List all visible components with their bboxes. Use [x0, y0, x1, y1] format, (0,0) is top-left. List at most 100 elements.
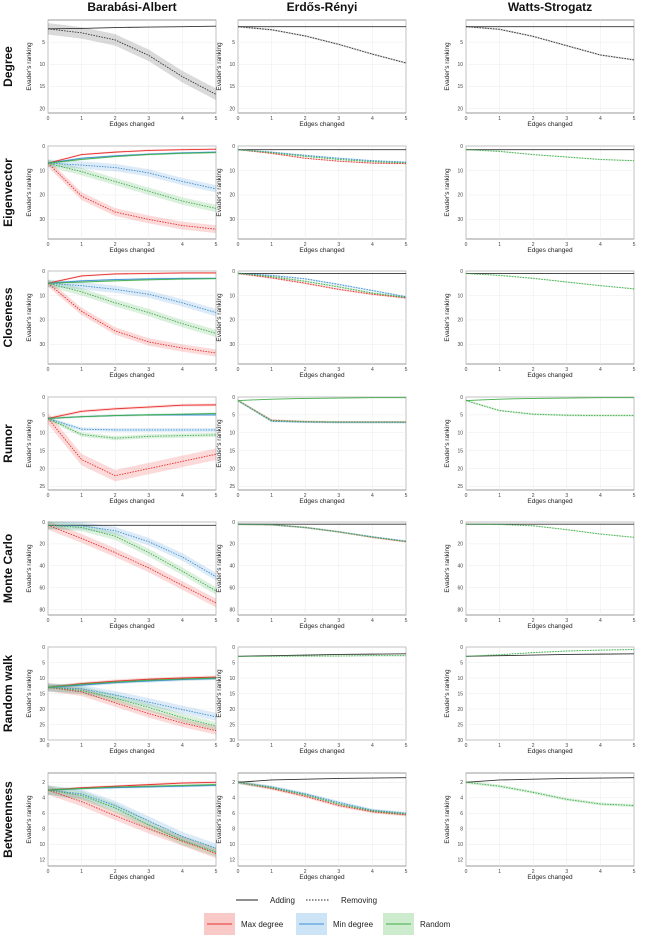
y-tick-label: 15 — [229, 84, 235, 90]
x-axis-label: Edges changed — [109, 623, 155, 630]
x-tick-label: 1 — [270, 242, 273, 248]
x-tick-label: 0 — [47, 618, 50, 624]
series-line-removing — [237, 400, 406, 423]
series-line-removing — [47, 282, 217, 354]
series-line-adding — [47, 152, 217, 164]
panels-layer: Barabási-Albert Erdős-Rényi Watts-Strogatz… — [1, 0, 636, 881]
series-line-removing — [47, 524, 217, 578]
x-tick-label: 2 — [114, 743, 117, 749]
x-tick-label: 5 — [405, 242, 408, 248]
row-title: Closeness — [1, 287, 15, 347]
x-tick-label: 3 — [337, 743, 340, 749]
y-tick-label: 10 — [229, 62, 235, 68]
y-tick-label: 15 — [457, 691, 463, 697]
y-tick-label: 10 — [457, 676, 463, 682]
series-line-adding — [465, 777, 635, 783]
series-line-removing — [465, 272, 635, 290]
y-tick-label: 5 — [460, 660, 463, 666]
confidence-band — [48, 279, 216, 357]
column-title: Watts-Strogatz — [508, 0, 592, 14]
y-tick-label: 10 — [457, 293, 463, 299]
x-tick-label: 5 — [215, 242, 218, 248]
y-tick-label: 2 — [460, 780, 463, 786]
panel: 0 1 2 3 4 5 0 10 20 30 Edges changed Evader's ranki… — [216, 269, 408, 379]
x-axis-label: Edges changed — [527, 247, 573, 254]
series-line-removing — [47, 789, 217, 849]
series-line-adding — [47, 678, 217, 688]
y-axis-label: Evader's ranking — [26, 42, 33, 91]
y-tick-label: 0 — [232, 645, 235, 651]
x-tick-label: 2 — [114, 367, 117, 373]
panel-frame — [237, 19, 407, 114]
x-tick-label: 2 — [304, 869, 307, 875]
series-line-adding — [47, 278, 217, 284]
confidence-band — [48, 412, 216, 482]
legend-random-label: Random — [420, 920, 451, 929]
y-tick-label: 5 — [42, 413, 45, 419]
x-tick-label: 0 — [465, 493, 468, 499]
x-tick-label: 4 — [599, 242, 602, 248]
x-tick-label: 3 — [565, 618, 568, 624]
y-tick-label: 30 — [229, 738, 235, 744]
x-tick-label: 1 — [270, 869, 273, 875]
y-tick-label: 8 — [42, 827, 45, 833]
x-tick-label: 5 — [215, 367, 218, 373]
series-line-adding — [47, 677, 217, 688]
y-tick-label: 10 — [229, 431, 235, 437]
y-tick-label: 6 — [460, 811, 463, 817]
series-line-removing — [238, 655, 406, 657]
x-tick-label: 3 — [337, 869, 340, 875]
x-tick-label: 5 — [633, 869, 636, 875]
x-tick-label: 3 — [565, 493, 568, 499]
y-tick-label: 20 — [457, 318, 463, 324]
x-axis-label: Edges changed — [299, 121, 345, 128]
panel: 0 1 2 3 4 5 0 20 40 60 80 Edges changed Evader's ran… — [216, 520, 408, 630]
y-tick-label: 40 — [457, 564, 463, 570]
y-tick-label: 20 — [457, 542, 463, 548]
y-tick-label: 0 — [42, 144, 45, 150]
x-tick-label: 0 — [47, 493, 50, 499]
y-tick-label: 4 — [460, 796, 463, 802]
panel-frame — [47, 145, 217, 240]
series-line-adding — [465, 397, 634, 402]
x-tick-label: 1 — [498, 242, 501, 248]
x-axis-label: Edges changed — [299, 498, 345, 505]
confidence-band — [466, 25, 634, 61]
y-tick-label: 25 — [457, 722, 463, 728]
y-tick-label: 30 — [229, 217, 235, 223]
series-line-adding — [47, 277, 216, 284]
y-tick-label: 20 — [39, 542, 45, 548]
y-tick-label: 6 — [42, 811, 45, 817]
y-axis-label: Evader's ranking — [216, 419, 223, 468]
y-tick-label: 0 — [42, 645, 45, 651]
legend-max-degree-label: Max degree — [241, 920, 284, 929]
y-tick-label: 80 — [457, 607, 463, 613]
y-axis-label: Evader's ranking — [216, 795, 223, 844]
x-tick-label: 1 — [498, 493, 501, 499]
y-axis-label: Evader's ranking — [216, 669, 223, 718]
x-tick-label: 4 — [181, 116, 184, 122]
column-title: Barabási-Albert — [87, 0, 176, 14]
legend-min-degree-label: Min degree — [333, 920, 374, 929]
x-tick-label: 1 — [270, 493, 273, 499]
x-tick-label: 0 — [47, 116, 50, 122]
x-tick-label: 2 — [532, 618, 535, 624]
y-tick-label: 10 — [39, 62, 45, 68]
series-line-adding — [47, 25, 217, 30]
x-tick-label: 4 — [599, 367, 602, 373]
x-tick-label: 2 — [304, 367, 307, 373]
x-tick-label: 2 — [532, 743, 535, 749]
x-tick-label: 0 — [237, 116, 240, 122]
x-tick-label: 3 — [147, 242, 150, 248]
x-tick-label: 3 — [337, 242, 340, 248]
x-axis-label: Edges changed — [527, 498, 573, 505]
x-tick-label: 3 — [565, 869, 568, 875]
confidence-band — [48, 279, 216, 317]
x-tick-label: 5 — [633, 743, 636, 749]
x-axis-label: Edges changed — [109, 247, 155, 254]
x-tick-label: 5 — [405, 743, 408, 749]
x-tick-label: 1 — [270, 116, 273, 122]
series-line-removing — [47, 28, 217, 95]
confidence-band — [238, 523, 406, 543]
